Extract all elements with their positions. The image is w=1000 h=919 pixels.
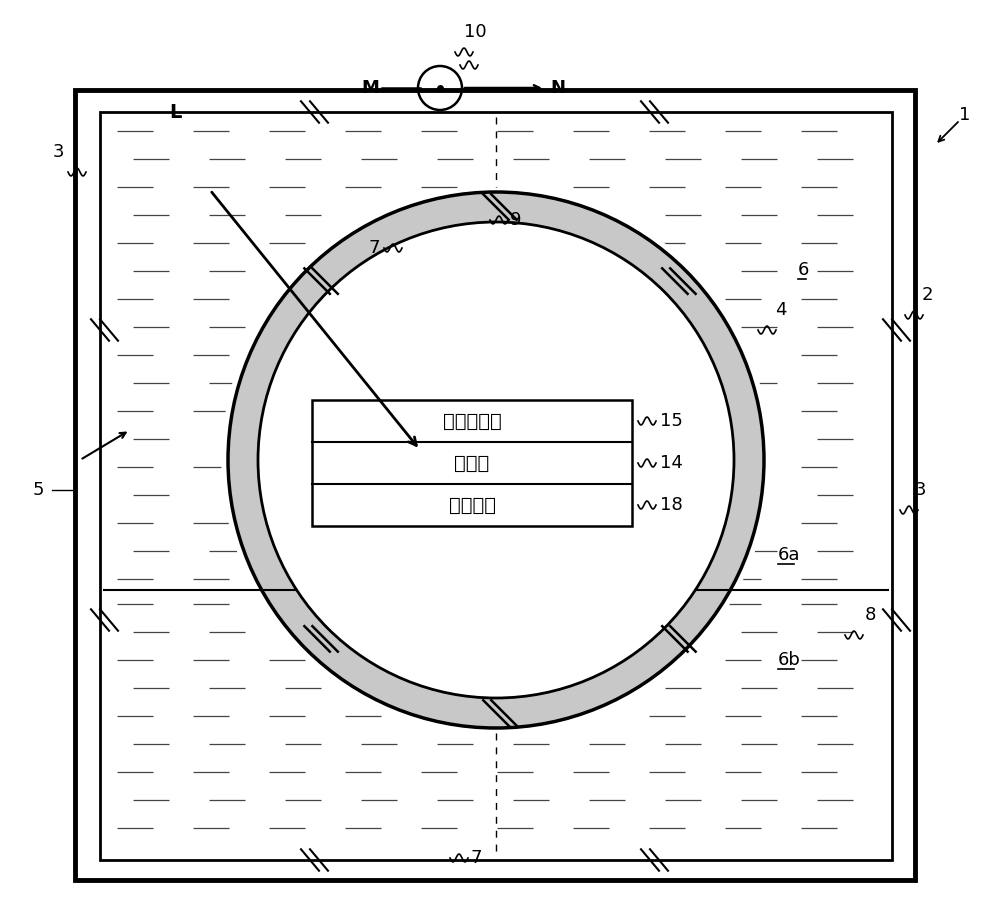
- Text: 电动机: 电动机: [454, 453, 490, 472]
- Text: N: N: [550, 79, 566, 97]
- Text: 罗盘磁体: 罗盘磁体: [448, 495, 496, 515]
- Text: 15: 15: [660, 412, 683, 430]
- Text: 3: 3: [52, 143, 64, 161]
- Text: 8: 8: [865, 606, 876, 624]
- Text: 6b: 6b: [778, 651, 801, 669]
- Text: 7: 7: [368, 239, 380, 257]
- Text: 6a: 6a: [778, 546, 800, 564]
- Text: 2: 2: [922, 286, 934, 304]
- Text: 6: 6: [798, 261, 809, 279]
- Text: 9: 9: [510, 211, 522, 229]
- Text: 太阳能电池: 太阳能电池: [443, 412, 501, 430]
- Text: 14: 14: [660, 454, 683, 472]
- Text: 3: 3: [915, 481, 926, 499]
- Text: 10: 10: [464, 23, 486, 41]
- Text: 5: 5: [32, 481, 44, 499]
- Circle shape: [222, 186, 770, 734]
- Bar: [312, 400, 632, 526]
- Wedge shape: [228, 192, 764, 728]
- Circle shape: [259, 223, 733, 697]
- Text: 1: 1: [959, 106, 971, 124]
- Text: M: M: [361, 79, 379, 97]
- Text: 18: 18: [660, 496, 683, 514]
- Bar: [100, 112, 892, 860]
- Text: 4: 4: [775, 301, 786, 319]
- Text: 7: 7: [470, 849, 482, 867]
- Text: L: L: [169, 103, 181, 121]
- Bar: [75, 90, 915, 880]
